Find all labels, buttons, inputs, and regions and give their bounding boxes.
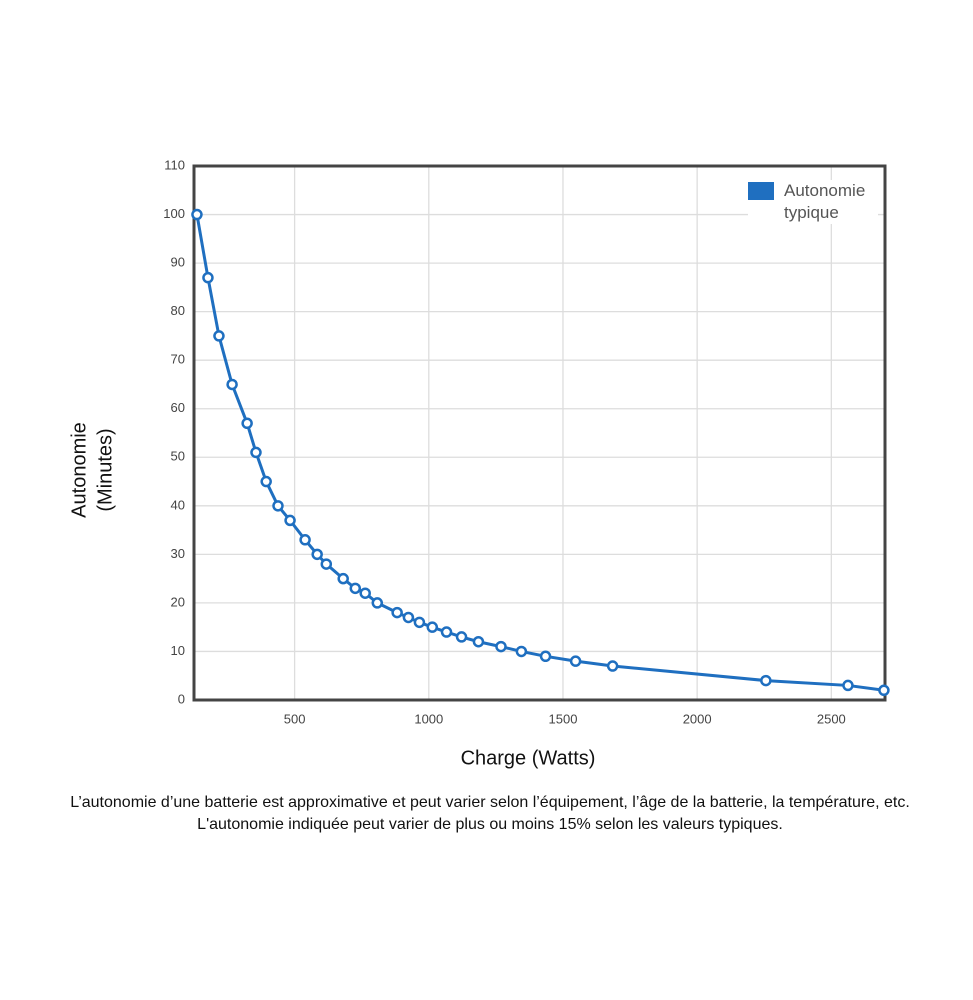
y-tick-label: 0 [178, 691, 185, 706]
y-tick-label: 40 [171, 497, 185, 512]
y-tick-label: 110 [164, 157, 185, 172]
point [760, 674, 772, 687]
point [299, 534, 311, 546]
legend-swatch [748, 182, 774, 200]
point [202, 271, 214, 284]
point [440, 626, 453, 638]
y-tick-label: 70 [171, 352, 185, 367]
point [272, 500, 284, 512]
plot-frame [192, 164, 887, 702]
point [320, 558, 333, 570]
y-tick-label: 20 [171, 594, 185, 609]
point [472, 635, 485, 648]
point [515, 645, 528, 658]
point [359, 587, 371, 599]
point [569, 655, 582, 667]
point [241, 417, 253, 430]
point [606, 660, 619, 672]
point [426, 621, 439, 633]
x-tick-label: 500 [284, 711, 306, 726]
point [878, 684, 890, 697]
y-axis-label: (Minutes) [94, 428, 116, 511]
y-axis-label: Autonomie [68, 422, 90, 518]
y-tick-label: 10 [171, 643, 185, 658]
y-tick-label: 50 [171, 449, 185, 464]
point [495, 640, 507, 653]
y-tick-label: 90 [171, 255, 185, 270]
point [250, 446, 262, 459]
x-tick-label: 2500 [817, 711, 846, 726]
point [284, 514, 296, 527]
point [311, 548, 323, 561]
point [391, 606, 403, 619]
point [455, 631, 468, 643]
point [260, 475, 272, 488]
y-tick-label: 100 [163, 206, 185, 221]
point [413, 616, 426, 629]
point [337, 572, 349, 585]
line [195, 214, 885, 692]
x-tick-label: 2000 [683, 711, 712, 726]
point [539, 650, 552, 663]
x-tick-label: 1500 [549, 711, 578, 726]
legend: Autonomie typique [748, 180, 878, 224]
legend-label: Autonomie typique [784, 181, 866, 222]
point [226, 378, 238, 391]
y-tick-label: 60 [171, 400, 185, 415]
caption: L’autonomie d’une batterie est approxima… [70, 794, 910, 833]
x-axis-label: Charge (Watts) [461, 747, 596, 769]
x-tick-label: 1000 [414, 711, 443, 726]
point [371, 597, 384, 609]
y-tick-label: 30 [171, 546, 185, 561]
point [213, 330, 225, 342]
point [349, 582, 362, 595]
point [402, 611, 415, 624]
y-tick-label: 80 [171, 303, 185, 318]
point [191, 208, 203, 221]
point [842, 679, 854, 692]
